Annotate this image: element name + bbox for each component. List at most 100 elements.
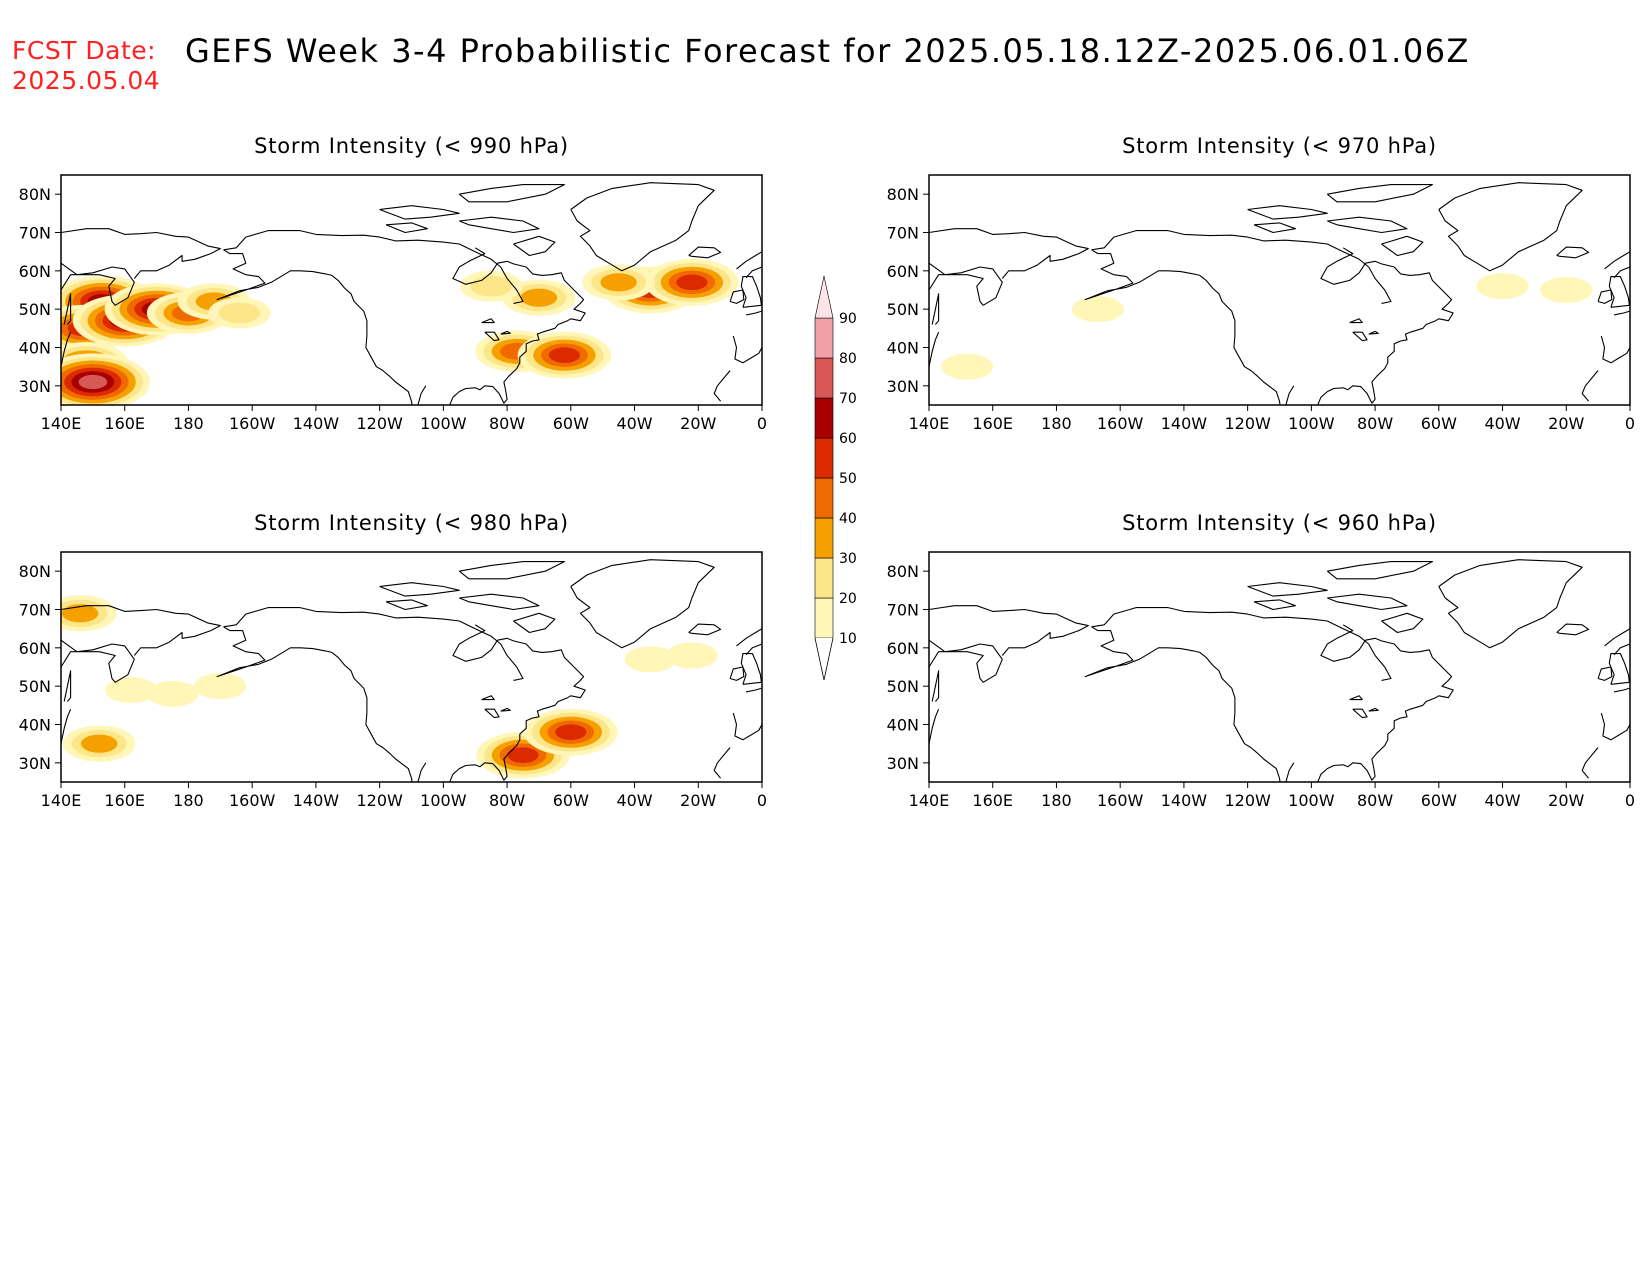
- coastline: [458, 184, 565, 203]
- lon-tick-label: 0: [757, 791, 767, 810]
- probability-contour: [218, 302, 261, 324]
- lon-tick-label: 140W: [293, 414, 340, 433]
- lon-tick-label: 0: [1625, 414, 1635, 433]
- colorbar-tick-label: 50: [839, 471, 857, 487]
- lat-tick-label: 60N: [19, 639, 51, 658]
- probability-contour: [78, 374, 108, 390]
- coastline: [929, 262, 1003, 306]
- lat-tick-label: 30N: [887, 754, 919, 773]
- coastline: [61, 639, 135, 683]
- panel-title: Storm Intensity (< 990 hPa): [254, 134, 569, 158]
- coastline: [929, 639, 1003, 683]
- coastline: [379, 205, 460, 220]
- probability-region: [194, 673, 247, 700]
- colorbar-tick-label: 80: [839, 351, 857, 367]
- coastline: [63, 670, 72, 702]
- colorbar-swatch: [814, 437, 834, 479]
- lon-tick-label: 20W: [680, 414, 716, 433]
- coastline: [1556, 623, 1590, 636]
- lat-tick-label: 70N: [887, 224, 919, 243]
- coastline: [1084, 626, 1295, 782]
- coastline: [1084, 249, 1295, 405]
- lon-tick-label: 0: [757, 414, 767, 433]
- coastline: [1608, 276, 1630, 308]
- coastline: [1247, 582, 1328, 597]
- lat-tick-label: 80N: [887, 562, 919, 581]
- lon-tick-label: 40W: [1484, 791, 1520, 810]
- coastline: [1556, 246, 1590, 259]
- forecast-date-value: 2025.05.04: [12, 66, 161, 95]
- lon-tick-label: 20W: [680, 791, 716, 810]
- lon-tick-label: 140E: [41, 791, 82, 810]
- probability-region: [146, 680, 199, 707]
- lat-tick-label: 70N: [19, 601, 51, 620]
- coastline: [223, 230, 524, 304]
- coastline: [688, 623, 722, 636]
- lon-tick-label: 100W: [1288, 791, 1335, 810]
- colorbar-swatch: [814, 477, 834, 519]
- lat-tick-label: 80N: [19, 185, 51, 204]
- probability-contour: [81, 734, 118, 753]
- coastline: [570, 559, 715, 649]
- lat-tick-label: 60N: [887, 262, 919, 281]
- coastline: [1368, 330, 1379, 335]
- coastline: [732, 335, 762, 364]
- lon-tick-label: 140E: [909, 414, 950, 433]
- lon-tick-label: 160E: [104, 791, 145, 810]
- lon-tick-label: 120W: [356, 414, 403, 433]
- coastline: [713, 747, 731, 779]
- coastline: [1581, 747, 1599, 779]
- lat-tick-label: 80N: [887, 185, 919, 204]
- coastline: [929, 605, 1089, 656]
- coastline: [1368, 707, 1379, 712]
- forecast-date-label: FCST Date:: [12, 36, 157, 65]
- probability-region: [1476, 273, 1529, 300]
- lon-tick-label: 160W: [1097, 791, 1144, 810]
- lon-tick-label: 120W: [1224, 791, 1271, 810]
- coastline: [732, 712, 762, 741]
- coastline: [1438, 559, 1583, 649]
- coastline: [459, 593, 540, 611]
- panel-title: Storm Intensity (< 960 hPa): [1122, 511, 1437, 535]
- lat-tick-label: 50N: [887, 300, 919, 319]
- lat-tick-label: 60N: [887, 639, 919, 658]
- coastline: [1317, 624, 1454, 782]
- lon-tick-label: 160E: [972, 414, 1013, 433]
- main-title: GEFS Week 3-4 Probabilistic Forecast for…: [185, 32, 1470, 70]
- lon-tick-label: 160W: [229, 414, 276, 433]
- map-panel: Storm Intensity (< 990 hPa) 80N 70N 60N 50N 4…: [19, 134, 767, 433]
- coastline: [1600, 335, 1630, 364]
- lon-tick-label: 160W: [1097, 414, 1144, 433]
- coastline: [385, 599, 428, 611]
- lat-tick-label: 50N: [19, 677, 51, 696]
- coastline: [1349, 695, 1363, 701]
- lat-tick-label: 40N: [19, 339, 51, 358]
- probability-region: [1540, 277, 1593, 303]
- lon-tick-label: 60W: [553, 791, 589, 810]
- coastline: [745, 687, 762, 693]
- lon-tick-label: 100W: [420, 791, 467, 810]
- coastline: [1608, 653, 1630, 685]
- forecast-date-block: FCST Date: 2025.05.04: [12, 36, 160, 96]
- coastline: [1352, 331, 1368, 342]
- coastline: [745, 266, 762, 279]
- panel-title: Storm Intensity (< 980 hPa): [254, 511, 569, 535]
- lon-tick-label: 60W: [1421, 791, 1457, 810]
- coastline: [745, 310, 762, 316]
- lat-tick-label: 40N: [19, 716, 51, 735]
- colorbar-tick-label: 70: [839, 391, 857, 407]
- probability-contour: [470, 275, 512, 297]
- coastline: [1597, 289, 1613, 304]
- coastline: [481, 695, 495, 701]
- lon-tick-label: 180: [173, 414, 204, 433]
- colorbar-swatch: [814, 397, 834, 439]
- colorbar: 10 20 30 40 50 60 70 80 90: [814, 275, 857, 681]
- probability-region: [1071, 296, 1124, 323]
- coastline: [1613, 643, 1630, 656]
- coastline: [481, 318, 495, 324]
- coastline: [216, 249, 427, 405]
- colorbar-swatch: [814, 357, 834, 399]
- coastline: [931, 670, 940, 702]
- lon-tick-label: 80W: [1357, 791, 1393, 810]
- coastline: [729, 666, 745, 681]
